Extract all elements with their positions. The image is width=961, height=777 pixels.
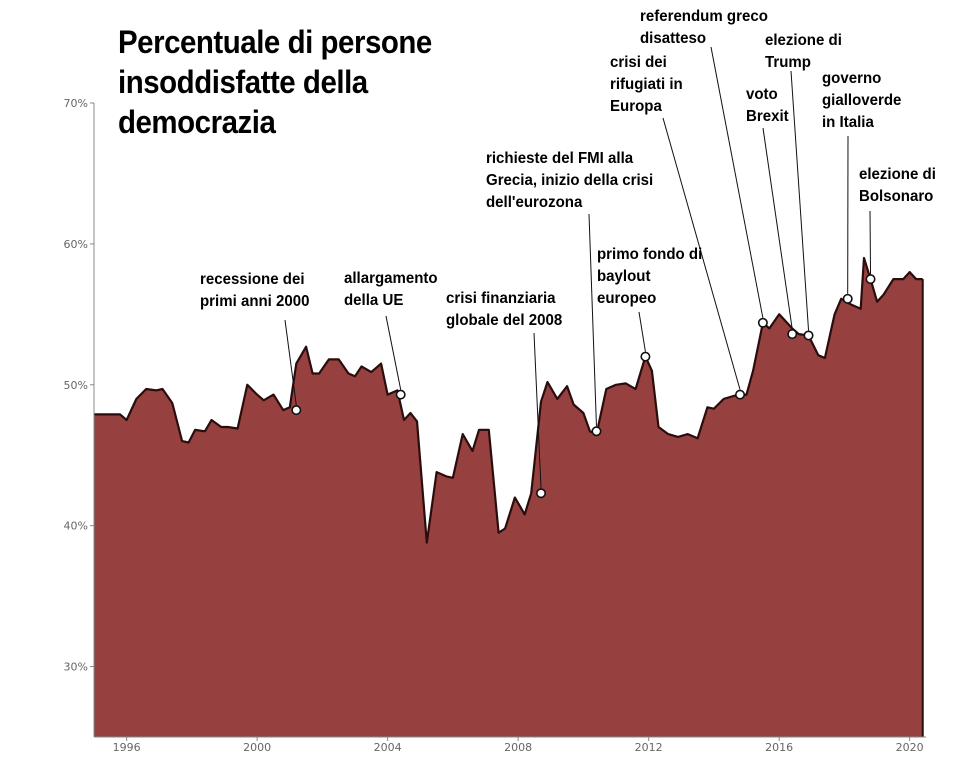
- annotation-financial-crisis-2008: crisi finanziaria globale del 2008: [446, 288, 562, 332]
- y-tick-label: 40%: [64, 520, 88, 533]
- annotation-line: Bolsonaro: [859, 188, 934, 205]
- annotation-line: recessione dei: [200, 271, 305, 288]
- annotation-line: rifugiati in: [610, 76, 683, 93]
- event-marker: [535, 488, 546, 499]
- event-marker: [757, 317, 768, 328]
- annotation-leader-line: [790, 70, 810, 331]
- annotation-line: Brexit: [746, 108, 789, 125]
- annotation-leader-line: [284, 319, 297, 406]
- x-tick-label: 2012: [635, 741, 663, 754]
- annotation-bailout-fund: primo fondo di baylout europeo: [597, 244, 702, 310]
- x-tick-label: 2008: [504, 741, 532, 754]
- y-tick-label: 50%: [64, 379, 88, 392]
- annotation-refugee-crisis: crisi dei rifugiati in Europa: [610, 52, 683, 118]
- annotation-line: primo fondo di: [597, 246, 703, 263]
- annotation-leader-line: [662, 117, 741, 390]
- annotation-bolsonaro-election: elezione di Bolsonaro: [859, 164, 936, 208]
- annotation-trump-election: elezione di Trump: [765, 30, 842, 74]
- area-fill: [94, 258, 923, 737]
- annotation-line: referendum greco: [640, 8, 768, 25]
- y-tick-label: 30%: [64, 661, 88, 674]
- annotation-greek-referendum: referendum greco disatteso: [640, 6, 768, 50]
- event-marker: [842, 293, 853, 304]
- event-marker: [640, 351, 651, 362]
- annotation-brexit-vote: voto Brexit: [746, 84, 789, 128]
- annotation-line: europeo: [597, 290, 657, 307]
- annotation-line: crisi finanziaria: [446, 290, 556, 307]
- event-marker: [735, 389, 746, 400]
- y-tick-label: 70%: [64, 97, 88, 110]
- annotation-line: disatteso: [640, 30, 707, 47]
- chart-title-line-2: insoddisfatte della: [118, 64, 368, 100]
- annotation-line: in Italia: [822, 114, 874, 131]
- annotation-leader-line: [762, 127, 793, 330]
- annotation-line: globale del 2008: [446, 312, 563, 329]
- annotation-imf-greece: richieste del FMI alla Grecia, inizio de…: [486, 148, 653, 214]
- event-marker: [591, 426, 602, 437]
- annotation-line: della UE: [344, 292, 404, 309]
- annotation-line: elezione di: [859, 166, 936, 183]
- chart-title: Percentuale di persone insoddisfatte del…: [118, 22, 498, 142]
- annotation-eu-enlargement: allargamento della UE: [344, 268, 438, 312]
- event-marker: [787, 329, 798, 340]
- x-tick-label: 2020: [896, 741, 924, 754]
- annotation-recession-2000s: recessione dei primi anni 2000: [200, 269, 310, 313]
- annotation-leader-line: [588, 213, 597, 427]
- annotation-line: crisi dei: [610, 54, 667, 71]
- annotation-line: dell'eurozona: [486, 194, 583, 211]
- x-tick-label: 2016: [765, 741, 793, 754]
- event-marker: [803, 330, 814, 341]
- x-tick-label: 2004: [374, 741, 402, 754]
- event-marker: [865, 274, 876, 285]
- annotation-leader-line: [533, 332, 542, 489]
- x-tick-label: 2000: [243, 741, 271, 754]
- chart-title-line-3: democrazia: [118, 104, 276, 140]
- annotation-line: gialloverde: [822, 92, 902, 109]
- annotation-leader-line: [869, 210, 872, 275]
- annotation-leader-line: [710, 46, 764, 318]
- annotation-leader-line: [385, 315, 402, 390]
- annotation-leader-line: [638, 311, 646, 352]
- annotation-yellow-green-government: governo gialloverde in Italia: [822, 68, 901, 134]
- chart-title-line-1: Percentuale di persone: [118, 24, 432, 60]
- annotation-line: Trump: [765, 54, 811, 71]
- annotation-line: voto: [746, 86, 778, 103]
- annotation-line: governo: [822, 70, 882, 87]
- annotation-line: allargamento: [344, 270, 438, 287]
- annotation-line: baylout: [597, 268, 651, 285]
- event-marker: [291, 405, 302, 416]
- y-tick-label: 60%: [64, 238, 88, 251]
- annotation-line: primi anni 2000: [200, 293, 310, 310]
- annotation-line: Grecia, inizio della crisi: [486, 172, 654, 189]
- annotation-line: elezione di: [765, 32, 842, 49]
- event-marker: [395, 389, 406, 400]
- annotation-line: Europa: [610, 98, 662, 115]
- annotation-line: richieste del FMI alla: [486, 150, 634, 167]
- x-tick-label: 1996: [113, 741, 141, 754]
